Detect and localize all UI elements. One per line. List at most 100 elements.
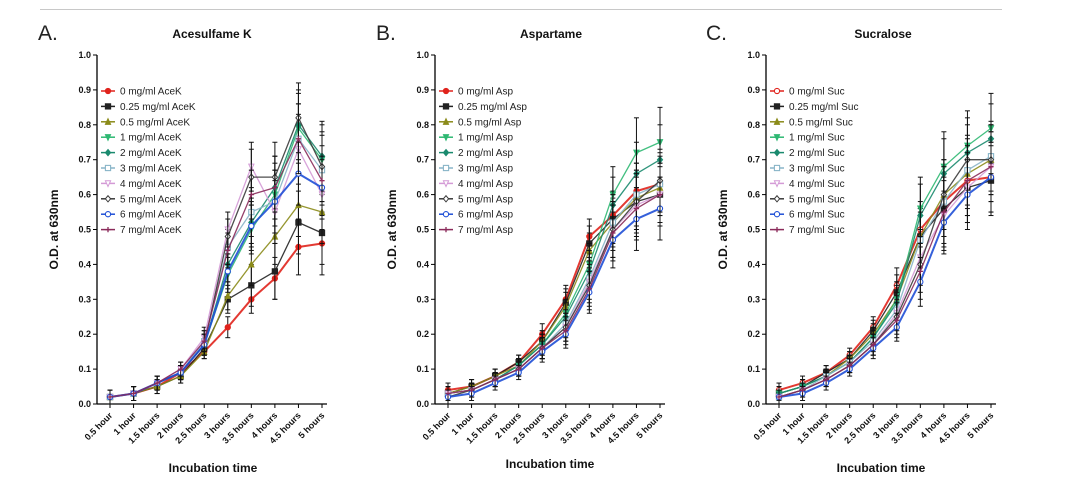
x-tick-label: 5 hours [965,410,995,440]
legend-swatch-marker [773,134,781,142]
legend-swatch-marker [104,180,112,188]
y-tick-label: 0.0 [78,399,91,409]
data-point [201,338,207,344]
series-line [447,207,661,399]
series-line [109,204,323,398]
legend-swatch-marker [443,227,449,233]
series-line [778,180,992,395]
legend-swatch-marker [773,117,781,125]
legend-entry: 7 mg/ml Asp [458,225,513,236]
legend-entry: 4 mg/ml Suc [789,179,845,190]
data-point [468,387,475,393]
series-line [778,176,992,399]
legend-entry: 3 mg/ml Asp [458,164,513,175]
series-10 [776,131,994,405]
y-tick-label: 0.8 [747,120,760,130]
series-line [778,176,992,391]
legend-entry: 2 mg/ml AceK [120,148,182,159]
data-point [225,247,231,254]
data-point [610,230,616,236]
data-point [271,268,279,275]
y-tick-label: 1.0 [78,50,91,60]
legend-entry: 7 mg/ml Suc [789,225,845,236]
legend-entry: 1 mg/ml AceK [120,133,182,144]
panel-letter: A. [38,22,58,45]
legend-entry: 5 mg/ml AceK [120,194,182,205]
legend-entry: 5 mg/ml Asp [458,194,513,205]
data-point [107,394,113,400]
data-point [799,387,806,393]
y-tick-label: 0.4 [78,259,91,269]
legend-swatch-marker [442,134,450,142]
data-point [247,260,255,268]
legend-swatch-marker [105,227,111,233]
legend-entry: 6 mg/ml Asp [458,210,513,221]
legend-swatch-marker [773,148,781,157]
legend-entry: 5 mg/ml Suc [789,194,845,205]
legend-swatch-marker [442,164,450,172]
data-point [941,209,947,215]
data-point [319,178,325,184]
y-tick-label: 0.5 [416,225,429,235]
x-axis-label: Incubation time [837,461,926,475]
legend-swatch-marker [104,211,112,218]
legend: 0 mg/ml Suc 0.25 mg/ml Suc 0.5 mg/ml Suc 1 … [770,87,858,236]
series-10 [445,162,663,402]
y-tick-label: 0.6 [747,190,760,200]
legend-swatch-marker [104,194,112,203]
legend-entry: 2 mg/ml Asp [458,148,513,159]
x-axis-label: Incubation time [506,457,595,471]
legend-entry: 0 mg/ml Asp [458,87,513,98]
panel-letter: B. [376,22,396,45]
legend-entry: 2 mg/ml Suc [789,148,845,159]
y-tick-label: 0.6 [416,190,429,200]
data-point [776,394,782,400]
series-line [778,166,992,398]
legend-swatch-marker [774,227,780,233]
data-point [586,286,592,292]
legend-swatch-marker [773,194,781,203]
legend-swatch-marker [442,117,450,125]
legend-swatch-marker [104,148,112,157]
legend-swatch-marker [442,148,450,157]
y-tick-label: 0.9 [416,85,429,95]
x-axis-label: Incubation time [169,461,258,475]
series-line [109,242,323,399]
legend-swatch-marker [773,87,781,95]
legend-swatch-marker [442,87,450,95]
panel-letter: C. [706,22,727,45]
x-tick-label: 5 hours [296,410,326,440]
data-point [445,390,451,397]
series-line [109,138,323,398]
y-tick-label: 0.1 [416,364,429,374]
data-point [248,222,255,230]
y-tick-label: 0.4 [416,259,429,269]
data-point [224,291,232,299]
x-tick-label: 0.5 hour [752,410,784,442]
y-tick-label: 0.0 [416,399,429,409]
y-tick-label: 0.1 [747,364,760,374]
y-axis-label: O.D. at 630nm [47,189,61,269]
y-tick-label: 0.5 [747,225,760,235]
data-point [988,164,994,170]
chart-title: Acesulfame K [172,27,252,41]
legend-entry: 0.25 mg/ml Asp [458,102,527,113]
legend-entry: 0.5 mg/ml Suc [789,117,853,128]
series-line [447,187,661,395]
y-tick-label: 0.8 [78,120,91,130]
legend-entry: 0.5 mg/ml AceK [120,117,190,128]
legend-swatch-marker [104,164,112,172]
legend-swatch-marker [442,180,450,188]
legend-entry: 0 mg/ml AceK [120,87,182,98]
legend-entry: 4 mg/ml Asp [458,179,513,190]
y-tick-label: 0.7 [78,155,91,165]
data-point [539,345,545,351]
data-point [964,178,971,184]
legend-swatch-marker [442,211,450,218]
y-tick-label: 0.2 [78,329,91,339]
data-point [224,324,231,331]
chart-panel-2: B. Aspartame 0.0 0.1 0.2 0.3 0.4 0.5 0.6 0.7 0.8 0.… [376,22,665,471]
data-point [516,366,522,372]
legend-swatch-marker [442,103,450,110]
legend-swatch-marker [104,87,112,95]
